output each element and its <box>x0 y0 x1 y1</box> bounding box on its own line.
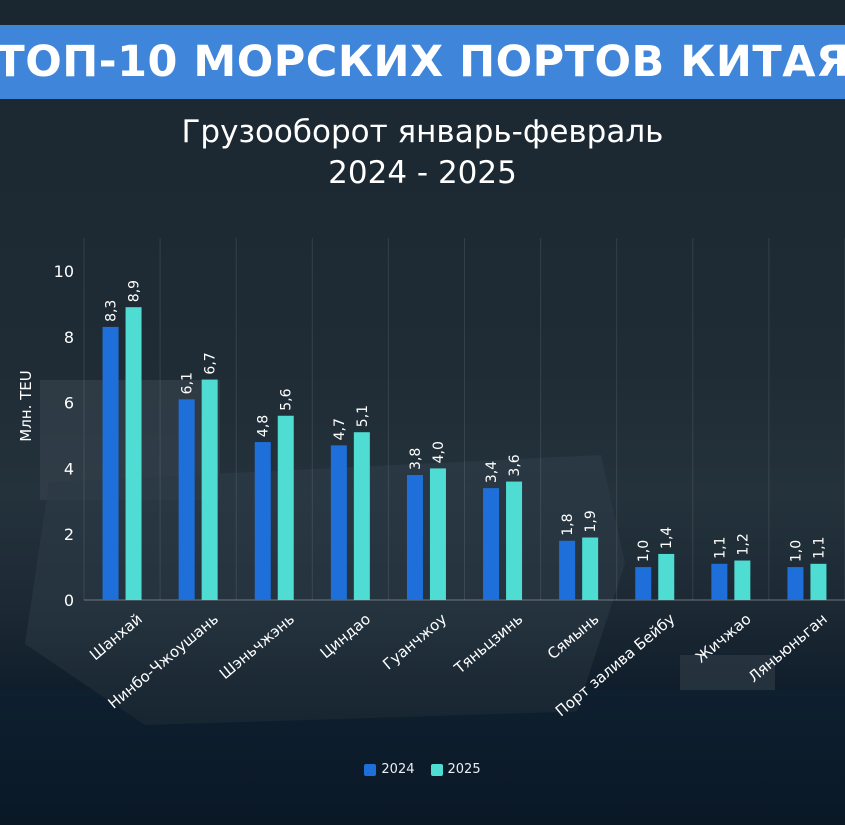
bar-value-label: 4,7 <box>332 418 348 440</box>
bar-value-label: 4,0 <box>431 441 447 463</box>
y-axis: 0 2 4 6 8 10 Млн. TEU <box>17 262 74 610</box>
bar-value-label: 3,4 <box>484 461 500 483</box>
legend-swatch-2024 <box>364 763 377 776</box>
bar-2025[interactable] <box>429 468 446 600</box>
bar-2024[interactable] <box>254 442 271 600</box>
bar-value-label: 8,9 <box>127 280 143 302</box>
bar-value-label: 8,3 <box>104 300 120 322</box>
x-tick-label: Циндао <box>317 610 374 662</box>
x-tick-label: Шэньчжэнь <box>216 610 298 683</box>
bar-value-label: 6,1 <box>180 372 196 394</box>
bar-value-label: 1,8 <box>560 514 576 536</box>
page-title: ТОП-10 МОРСКИХ ПОРТОВ КИТАЯ <box>0 37 845 87</box>
bar-value-label: 1,2 <box>735 533 751 555</box>
subtitle-line-2: 2024 - 2025 <box>328 155 517 191</box>
x-tick-label: Тяньцзинь <box>450 610 526 678</box>
x-tick-label: Гуанчжоу <box>379 610 450 674</box>
bar-value-label: 1,4 <box>659 527 675 549</box>
background-container-ship <box>25 455 625 725</box>
bar-2024[interactable] <box>635 567 652 600</box>
legend-label-2024: 2024 <box>381 762 415 777</box>
bar-2025[interactable] <box>658 553 675 600</box>
y-tick-label: 8 <box>64 328 74 347</box>
bar-value-label: 1,9 <box>583 510 599 532</box>
chart-bars <box>102 307 827 600</box>
bar-2025[interactable] <box>201 379 218 600</box>
bar-2025[interactable] <box>810 563 827 600</box>
subtitle-line-1: Грузооборот январь-февраль <box>181 114 664 150</box>
bar-2024[interactable] <box>406 474 423 600</box>
y-tick-label: 6 <box>64 394 74 413</box>
x-tick-label: Шанхай <box>86 610 146 664</box>
bar-2025[interactable] <box>277 415 294 600</box>
y-tick-label: 0 <box>64 591 74 610</box>
legend-swatch-2025 <box>430 763 443 776</box>
bar-2024[interactable] <box>483 488 500 600</box>
data-labels: 8,3 8,9 6,1 6,7 4,8 5,6 4,7 5,1 3,8 4,0 3,4 3,6 1,8 1… <box>104 280 828 562</box>
bar-2024[interactable] <box>330 445 347 600</box>
bar-2024[interactable] <box>178 399 195 600</box>
chart-grid <box>83 238 845 601</box>
bar-2025[interactable] <box>353 432 370 600</box>
chart-subtitle: Грузооборот январь-февраль 2024 - 2025 <box>0 112 845 194</box>
bar-value-label: 1,0 <box>788 540 804 562</box>
x-tick-label: Ляньюньган <box>745 610 831 686</box>
bar-value-label: 3,6 <box>507 454 523 476</box>
legend-item-2025[interactable]: 2025 <box>430 762 481 777</box>
y-tick-label: 2 <box>64 525 74 544</box>
title-banner: ТОП-10 МОРСКИХ ПОРТОВ КИТАЯ <box>0 25 845 99</box>
bar-2024[interactable] <box>787 567 804 600</box>
bar-2025[interactable] <box>125 307 142 600</box>
y-axis-title: Млн. TEU <box>17 370 35 442</box>
legend-item-2024[interactable]: 2024 <box>364 762 415 777</box>
bar-value-label: 5,6 <box>279 388 295 410</box>
background-distant-ship <box>680 655 775 690</box>
y-tick-label: 10 <box>54 262 74 281</box>
bar-2024[interactable] <box>102 326 119 600</box>
bar-2024[interactable] <box>559 540 576 600</box>
y-tick-label: 4 <box>64 459 74 478</box>
bar-2025[interactable] <box>734 560 751 600</box>
bar-value-label: 1,1 <box>811 537 827 559</box>
chart-legend: 2024 2025 <box>0 762 845 777</box>
legend-label-2025: 2025 <box>447 762 481 777</box>
bar-value-label: 1,1 <box>712 537 728 559</box>
x-tick-label: Жичжао <box>692 610 755 667</box>
bar-value-label: 3,8 <box>408 448 424 470</box>
bar-value-label: 6,7 <box>203 352 219 374</box>
bar-2025[interactable] <box>582 537 599 600</box>
x-tick-label: Сямынь <box>544 610 603 663</box>
bar-value-label: 1,0 <box>636 540 652 562</box>
bar-value-label: 5,1 <box>355 405 371 427</box>
bar-2025[interactable] <box>506 481 523 600</box>
bar-2024[interactable] <box>711 563 728 600</box>
bar-value-label: 4,8 <box>256 415 272 437</box>
